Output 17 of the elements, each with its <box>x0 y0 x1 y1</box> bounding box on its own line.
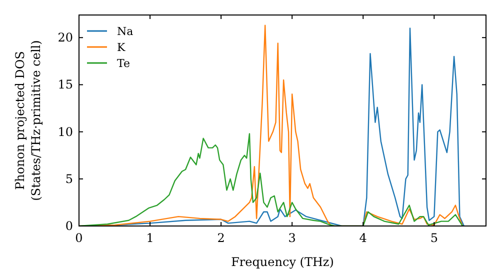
legend-label: Na <box>117 25 134 38</box>
x-tick-label: 2 <box>217 231 225 245</box>
x-tick-label: 1 <box>146 231 154 245</box>
x-tick-label: 3 <box>288 231 296 245</box>
x-tick-label: 0 <box>75 231 83 245</box>
legend-label: Te <box>117 57 130 70</box>
y-tick-label: 10 <box>58 124 73 139</box>
y-axis-title: Phonon projected DOS (States/THz·primitive cell) <box>13 40 43 201</box>
x-tick-label: 4 <box>359 231 368 245</box>
y-tick-label: 15 <box>58 78 73 92</box>
x-tick-label: 5 <box>430 231 438 245</box>
legend-label: K <box>117 41 126 54</box>
y-tick-label: 20 <box>58 30 73 45</box>
x-axis-title: Frequency (THz) <box>231 255 334 269</box>
y-tick-label: 5 <box>65 172 73 186</box>
y-tick-label: 0 <box>65 219 73 233</box>
line-series <box>79 133 464 226</box>
